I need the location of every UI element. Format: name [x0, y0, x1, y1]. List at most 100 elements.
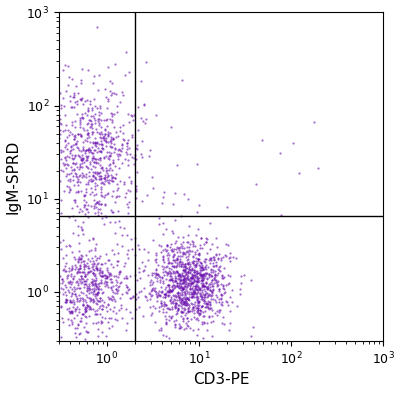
- Point: [75, 257, 81, 264]
- Point: [99, 142, 105, 149]
- Point: [190, 294, 197, 300]
- Point: [197, 242, 203, 248]
- Point: [176, 302, 182, 309]
- Point: [90, 172, 97, 178]
- Point: [104, 64, 111, 70]
- Point: [164, 288, 170, 294]
- Point: [108, 207, 114, 213]
- Point: [193, 271, 200, 277]
- Point: [76, 295, 83, 301]
- Point: [150, 285, 156, 291]
- Point: [98, 175, 104, 182]
- Point: [176, 294, 182, 300]
- Point: [178, 289, 185, 295]
- Point: [214, 278, 220, 285]
- Point: [61, 188, 68, 194]
- Point: [122, 194, 128, 200]
- Point: [83, 294, 90, 300]
- Point: [81, 263, 87, 269]
- Point: [47, 190, 54, 196]
- Point: [164, 270, 170, 276]
- Point: [60, 128, 66, 134]
- Point: [119, 243, 125, 250]
- Point: [96, 140, 102, 147]
- Point: [95, 155, 102, 162]
- Point: [139, 154, 146, 160]
- Point: [173, 268, 179, 274]
- Point: [202, 288, 208, 294]
- Point: [107, 270, 113, 276]
- Point: [62, 127, 68, 134]
- Point: [172, 284, 178, 290]
- Point: [202, 273, 208, 279]
- Point: [172, 277, 179, 283]
- Point: [85, 329, 91, 336]
- Point: [108, 297, 115, 303]
- Point: [90, 298, 97, 304]
- Point: [176, 295, 182, 301]
- Point: [81, 264, 88, 270]
- Point: [172, 302, 179, 308]
- Point: [73, 83, 79, 89]
- Point: [180, 298, 186, 305]
- Point: [66, 308, 72, 314]
- Point: [190, 283, 196, 290]
- Point: [133, 156, 140, 162]
- Point: [96, 201, 102, 207]
- Point: [122, 259, 128, 266]
- Point: [109, 209, 115, 215]
- Point: [213, 272, 220, 278]
- Point: [83, 305, 90, 311]
- Point: [179, 261, 186, 267]
- Point: [89, 276, 96, 283]
- Point: [91, 196, 98, 203]
- Point: [77, 268, 84, 275]
- Point: [163, 319, 169, 325]
- Point: [100, 146, 106, 152]
- Point: [125, 246, 132, 253]
- Point: [94, 118, 101, 124]
- Point: [93, 281, 100, 288]
- Point: [68, 267, 74, 273]
- Point: [136, 269, 142, 275]
- Point: [65, 316, 72, 322]
- Point: [137, 114, 144, 121]
- Point: [198, 304, 204, 310]
- Point: [72, 197, 78, 203]
- Point: [70, 136, 77, 142]
- Point: [191, 272, 197, 278]
- Point: [185, 256, 192, 262]
- Point: [40, 272, 46, 278]
- Point: [133, 183, 139, 189]
- Point: [92, 310, 98, 317]
- Point: [128, 235, 134, 242]
- Point: [197, 310, 204, 316]
- Point: [50, 248, 57, 254]
- Point: [142, 263, 148, 269]
- Point: [101, 275, 108, 281]
- Point: [204, 285, 210, 291]
- Point: [161, 303, 168, 309]
- Point: [85, 67, 91, 73]
- Point: [105, 153, 112, 159]
- Point: [84, 132, 91, 138]
- Point: [204, 275, 210, 281]
- Point: [102, 213, 108, 219]
- Point: [193, 261, 200, 267]
- Point: [58, 147, 65, 153]
- Point: [52, 251, 59, 257]
- Point: [178, 77, 185, 83]
- Point: [52, 202, 58, 208]
- Point: [218, 281, 224, 287]
- Point: [183, 299, 190, 305]
- Point: [82, 202, 88, 208]
- Point: [172, 300, 178, 306]
- Point: [174, 257, 180, 263]
- Point: [42, 159, 49, 165]
- Point: [167, 271, 173, 277]
- Point: [178, 263, 185, 270]
- Point: [84, 206, 90, 213]
- Point: [108, 246, 115, 253]
- Point: [192, 264, 198, 270]
- Point: [201, 274, 207, 281]
